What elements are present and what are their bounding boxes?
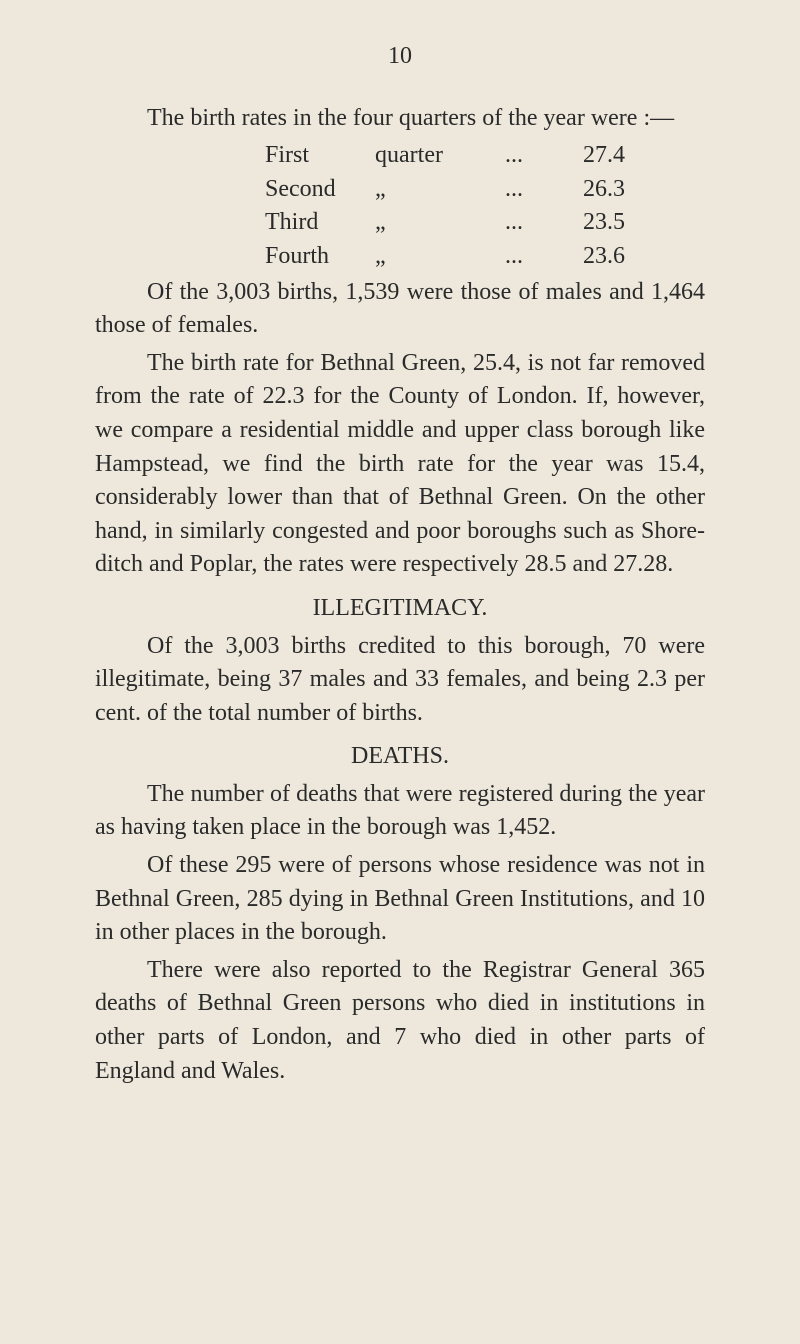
quarter-label: Second: [265, 173, 375, 207]
quarter-value: 23.6: [555, 240, 625, 274]
quarter-value: 27.4: [555, 139, 625, 173]
page-number: 10: [95, 40, 705, 74]
quarter-value: 26.3: [555, 173, 625, 207]
quarter-label: First: [265, 139, 375, 173]
quarter-dots: ...: [505, 240, 555, 274]
quarter-word: „: [375, 173, 505, 207]
heading-deaths: DEATHS.: [95, 740, 705, 774]
quarter-dots: ...: [505, 139, 555, 173]
quarter-label: Fourth: [265, 240, 375, 274]
paragraph-illegitimacy: Of the 3,003 births credited to this bor…: [95, 630, 705, 731]
table-row: Second „ ... 26.3: [265, 173, 705, 207]
heading-illegitimacy: ILLEGITIMACY.: [95, 592, 705, 626]
quarter-value: 23.5: [555, 206, 625, 240]
quarter-dots: ...: [505, 206, 555, 240]
paragraph-deaths-registered: The number of deaths that were registere…: [95, 778, 705, 845]
paragraph-birth-rate-comparison: The birth rate for Bethnal Green, 25.4, …: [95, 347, 705, 582]
quarter-word: quarter: [375, 139, 505, 173]
page-container: 10 The birth rates in the four quarters …: [0, 0, 800, 1152]
quarter-word: „: [375, 206, 505, 240]
quarter-label: Third: [265, 206, 375, 240]
quarter-rates-table: First quarter ... 27.4 Second „ ... 26.3…: [265, 139, 705, 273]
paragraph-deaths-nonresident: Of these 295 were of persons whose resid…: [95, 849, 705, 950]
table-row: Third „ ... 23.5: [265, 206, 705, 240]
quarter-word: „: [375, 240, 505, 274]
paragraph-deaths-elsewhere: There were also reported to the Registra…: [95, 954, 705, 1088]
quarter-dots: ...: [505, 173, 555, 207]
table-row: First quarter ... 27.4: [265, 139, 705, 173]
paragraph-intro: The birth rates in the four quarters of …: [95, 102, 705, 136]
table-row: Fourth „ ... 23.6: [265, 240, 705, 274]
paragraph-births-sex: Of the 3,003 births, 1,539 were those of…: [95, 276, 705, 343]
